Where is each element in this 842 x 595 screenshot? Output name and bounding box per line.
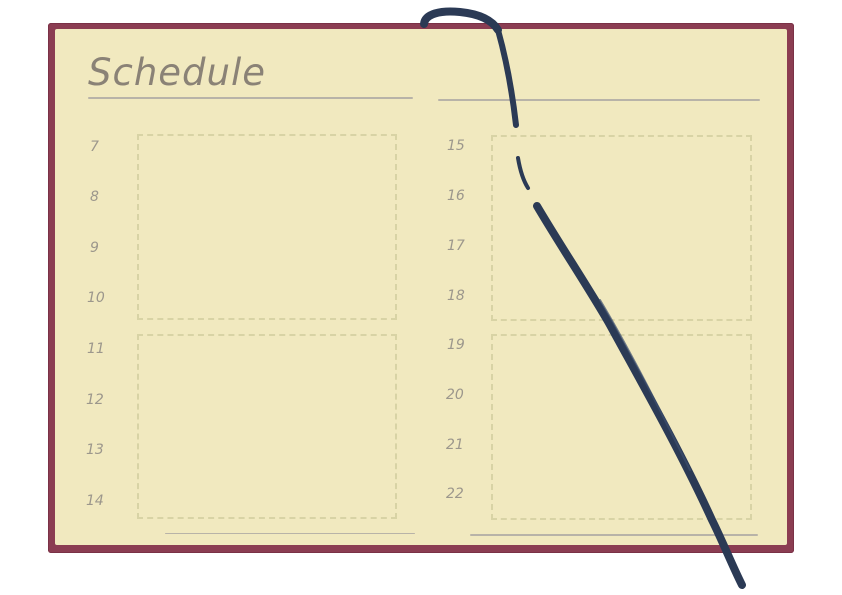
right-footer-rule bbox=[470, 534, 758, 536]
hour-label: 7 bbox=[90, 139, 99, 155]
hour-label: 8 bbox=[90, 189, 99, 205]
left-header-rule bbox=[88, 97, 413, 99]
hour-label: 16 bbox=[447, 188, 465, 204]
hour-label: 20 bbox=[446, 387, 464, 403]
hour-label: 21 bbox=[446, 437, 464, 453]
hour-label: 13 bbox=[86, 442, 104, 458]
schedule-slot-morning[interactable] bbox=[137, 134, 397, 320]
hour-label: 12 bbox=[86, 392, 104, 408]
hour-label: 14 bbox=[86, 493, 104, 509]
schedule-slot-midday[interactable] bbox=[137, 334, 397, 519]
hour-label: 18 bbox=[447, 288, 465, 304]
hour-label: 17 bbox=[447, 238, 465, 254]
hour-label: 11 bbox=[87, 341, 105, 357]
left-footer-rule bbox=[165, 533, 415, 534]
hour-label: 10 bbox=[87, 290, 105, 306]
hour-label: 22 bbox=[446, 486, 464, 502]
page-title: Schedule bbox=[88, 51, 267, 94]
hour-label: 9 bbox=[90, 240, 99, 256]
right-header-rule bbox=[438, 99, 760, 101]
schedule-slot-evening[interactable] bbox=[491, 334, 752, 520]
hour-label: 15 bbox=[447, 138, 465, 154]
schedule-slot-afternoon[interactable] bbox=[491, 135, 752, 321]
hour-label: 19 bbox=[447, 337, 465, 353]
